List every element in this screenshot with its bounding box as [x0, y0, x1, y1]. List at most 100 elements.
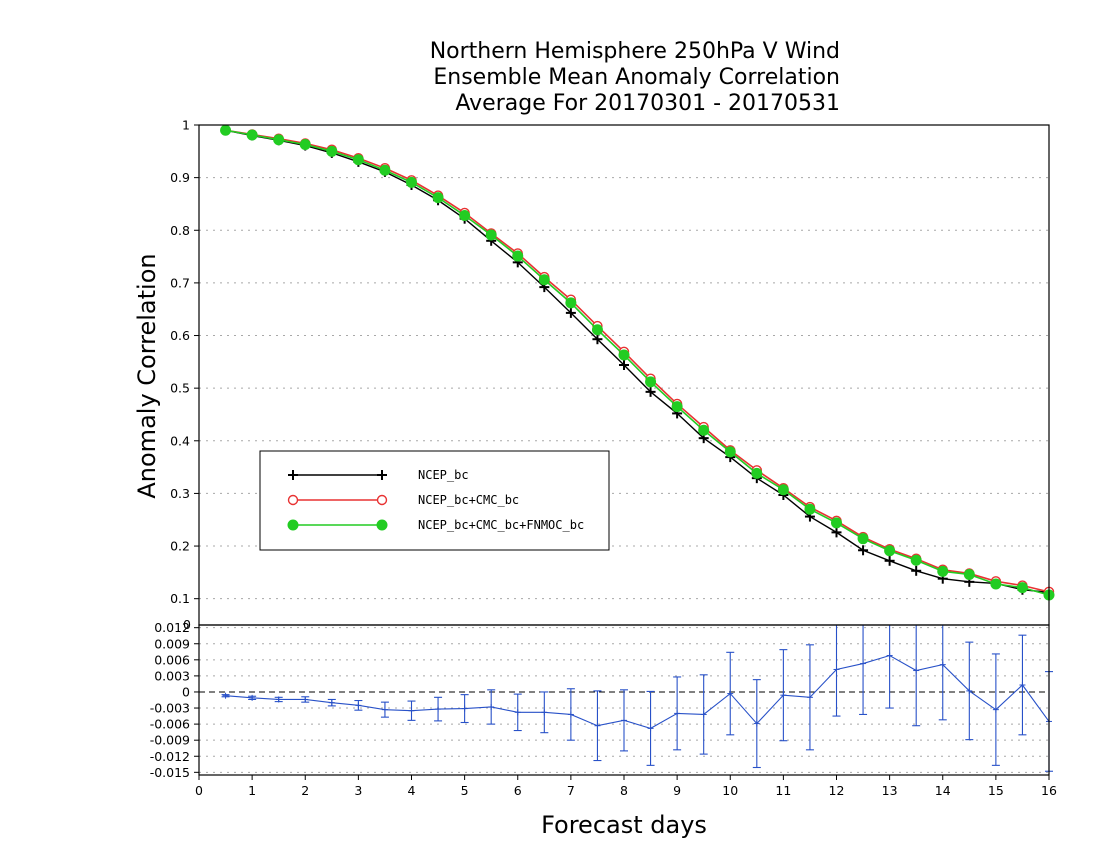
data-point-ncep-bc-cmc-bc-fnmoc-bc — [299, 138, 311, 150]
data-point-ncep-bc — [884, 555, 895, 566]
data-point-ncep-bc-cmc-bc-fnmoc-bc — [379, 164, 391, 176]
difference-y-tick-label: -0.015 — [150, 765, 190, 780]
data-point-ncep-bc-cmc-bc-fnmoc-bc — [671, 401, 683, 413]
series-line-ncep-bc — [225, 129, 1050, 594]
x-tick-label: 8 — [620, 783, 628, 798]
x-tick-label: 14 — [935, 783, 951, 798]
difference-y-tick-label: -0.006 — [150, 717, 190, 732]
legend-marker — [288, 470, 298, 480]
difference-point — [567, 711, 574, 718]
difference-point — [435, 706, 442, 713]
x-tick-label: 9 — [673, 783, 681, 798]
legend-marker — [287, 494, 299, 506]
legend-label: NCEP_bc+CMC_bc — [418, 493, 519, 507]
difference-panel: 0.0120.0090.0060.0030-0.003-0.006-0.009-… — [150, 617, 1053, 780]
data-point-ncep-bc-cmc-bc-fnmoc-bc — [432, 192, 444, 204]
correlation-y-tick-label: 0.7 — [170, 275, 190, 290]
difference-y-tick-label: 0.006 — [154, 652, 190, 667]
chart-title-line-1: Northern Hemisphere 250hPa V Wind — [430, 39, 840, 64]
data-point-ncep-bc-cmc-bc-fnmoc-bc — [751, 467, 763, 479]
difference-y-tick-label: 0 — [182, 684, 190, 699]
legend-marker — [287, 519, 299, 531]
data-point-ncep-bc — [619, 360, 629, 370]
legend-entry-ncep-bc: NCEP_bc — [288, 468, 469, 482]
difference-point — [966, 687, 973, 694]
data-point-ncep-bc-cmc-bc-fnmoc-bc — [406, 176, 417, 188]
difference-point — [939, 661, 946, 668]
error-bar — [885, 625, 894, 709]
data-point-ncep-bc-cmc-bc-fnmoc-bc — [831, 517, 842, 529]
difference-point — [753, 720, 760, 727]
difference-point — [1019, 682, 1026, 688]
legend-entry-ncep-bc-cmc-bc: NCEP_bc+CMC_bc — [287, 493, 519, 507]
data-point-ncep-bc-cmc-bc-fnmoc-bc — [963, 568, 975, 580]
difference-point — [806, 694, 813, 701]
data-point-ncep-bc-cmc-bc-fnmoc-bc — [352, 154, 364, 166]
x-tick-label: 10 — [722, 783, 738, 798]
difference-top-label: 0 — [183, 617, 191, 632]
difference-point — [222, 692, 229, 699]
legend-entry-ncep-bc-cmc-bc-fnmoc-bc: NCEP_bc+CMC_bc+FNMOC_bc — [287, 518, 584, 532]
correlation-y-tick-label: 0.3 — [170, 486, 190, 501]
correlation-y-tick-label: 1 — [182, 118, 190, 133]
data-point-ncep-bc-cmc-bc-fnmoc-bc — [990, 578, 1002, 590]
error-bar — [938, 625, 947, 721]
data-point-ncep-bc-cmc-bc-fnmoc-bc — [246, 129, 258, 141]
error-bar — [859, 625, 868, 716]
data-point-ncep-bc-cmc-bc-fnmoc-bc — [512, 250, 524, 262]
x-tick-label: 2 — [301, 783, 309, 798]
legend-marker — [376, 519, 388, 531]
data-point-ncep-bc-cmc-bc-fnmoc-bc — [220, 124, 232, 136]
correlation-series — [220, 124, 1055, 601]
x-tick-label: 6 — [514, 783, 522, 798]
difference-point — [621, 717, 627, 724]
difference-point — [913, 667, 920, 674]
x-tick-label: 16 — [1041, 783, 1057, 798]
difference-point — [355, 702, 362, 709]
correlation-y-tick-label: 0.4 — [170, 433, 190, 448]
x-tick-label: 4 — [408, 783, 416, 798]
difference-point — [488, 703, 495, 710]
difference-point — [594, 722, 601, 729]
difference-y-tick-label: -0.009 — [150, 733, 190, 748]
data-point-ncep-bc — [831, 527, 842, 538]
data-point-ncep-bc — [592, 334, 603, 345]
difference-point — [780, 692, 787, 699]
x-tick-label: 7 — [567, 783, 575, 798]
difference-point — [700, 711, 707, 718]
difference-point — [328, 699, 335, 706]
data-point-ncep-bc — [858, 545, 869, 556]
x-tick-label: 5 — [461, 783, 469, 798]
x-tick-label: 0 — [195, 783, 203, 798]
difference-point — [541, 709, 548, 716]
legend-label: NCEP_bc+CMC_bc+FNMOC_bc — [418, 518, 584, 532]
data-point-ncep-bc-cmc-bc-fnmoc-bc — [485, 229, 497, 241]
difference-y-tick-label: -0.012 — [150, 749, 190, 764]
correlation-y-tick-label: 0.6 — [170, 328, 190, 343]
data-point-ncep-bc-cmc-bc-fnmoc-bc — [538, 274, 550, 286]
difference-point — [381, 706, 388, 713]
x-tick-label: 1 — [248, 783, 256, 798]
data-point-ncep-bc-cmc-bc-fnmoc-bc — [1016, 582, 1028, 594]
difference-point — [647, 725, 654, 732]
difference-line — [225, 654, 1050, 729]
data-point-ncep-bc-cmc-bc-fnmoc-bc — [804, 503, 816, 515]
data-point-ncep-bc-cmc-bc-fnmoc-bc — [910, 554, 922, 566]
difference-y-tick-label: 0.009 — [154, 636, 190, 651]
y-axis-label: Anomaly Correlation — [133, 253, 161, 498]
x-tick-label: 11 — [775, 783, 791, 798]
difference-point — [992, 706, 999, 713]
legend-marker — [377, 470, 387, 480]
chart-title-line-2: Ensemble Mean Anomaly Correlation — [433, 65, 840, 90]
correlation-panel: 0.1 0.2 0.3 0.4 0.5 0.6 0.7 0.8 0.9 1 — [170, 118, 1055, 626]
difference-y-tick-label: 0.003 — [154, 668, 190, 683]
difference-point — [727, 690, 734, 697]
correlation-y-tick-label: 0.2 — [170, 539, 190, 554]
data-point-ncep-bc — [565, 307, 576, 318]
difference-y-tick-label: 0.012 — [154, 620, 190, 635]
data-point-ncep-bc-cmc-bc-fnmoc-bc — [884, 545, 896, 557]
legend: NCEP_bc NCEP_bc+CMC_bc NCEP_bc+CMC_bc+FNMO… — [259, 450, 610, 551]
data-point-ncep-bc — [645, 386, 656, 397]
correlation-y-ticks: 0.1 0.2 0.3 0.4 0.5 0.6 0.7 0.8 0.9 1 — [170, 118, 199, 606]
